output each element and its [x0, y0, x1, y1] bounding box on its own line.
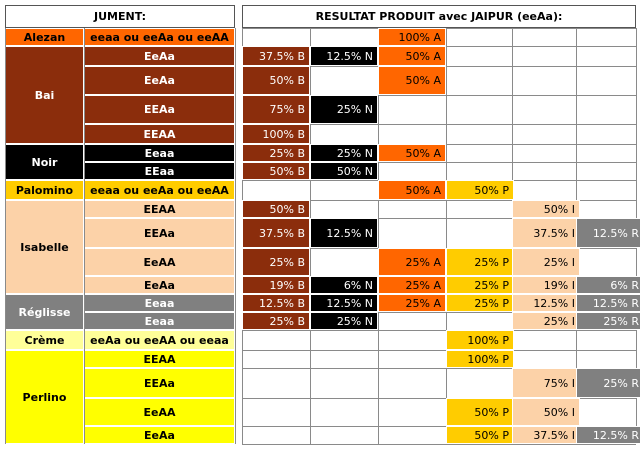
result-cell: 25% A [378, 294, 446, 312]
result-cell: 75% B [242, 95, 310, 124]
result-cell: 12.5% N [310, 294, 378, 312]
grid-line [242, 123, 636, 125]
genotype-cell: EeAa [84, 426, 235, 444]
result-cell: 6% N [310, 276, 378, 294]
result-cell: 50% P [446, 398, 514, 426]
result-cell: 12.5% R [576, 426, 640, 444]
result-cell: 25% I [512, 248, 580, 276]
result-cell: 25% P [446, 276, 514, 294]
grid-line [234, 28, 236, 444]
result-cell: 50% N [310, 162, 378, 180]
grid-line [242, 94, 636, 96]
result-cell: 100% P [446, 330, 514, 350]
result-cell: 37.5% B [242, 46, 310, 66]
grid-line [242, 367, 636, 369]
grid-line [242, 425, 636, 427]
result-cell: 50% A [378, 46, 446, 66]
result-cell: 25% N [310, 144, 378, 162]
result-cell: 100% B [242, 124, 310, 144]
result-cell: 50% I [512, 200, 580, 218]
result-cell: 25% B [242, 144, 310, 162]
grid-line [4, 28, 6, 444]
result-cell: 12.5% N [310, 218, 378, 248]
result-cell: 12.5% B [242, 294, 310, 312]
genotype-cell: EEaa [84, 162, 235, 180]
result-cell: 37.5% I [512, 426, 580, 444]
result-cell: 12.5% R [576, 294, 640, 312]
grid-line [242, 199, 636, 201]
grid-line [242, 397, 636, 399]
robe-name-cell: Bai [5, 46, 84, 144]
genotype-cell: eeaa ou eeAa ou eeAA [84, 28, 235, 46]
result-cell: 12.5% R [576, 218, 640, 248]
grid-line [242, 311, 636, 313]
robe-name-cell: Réglisse [5, 294, 84, 330]
result-cell: 50% P [446, 180, 514, 200]
robe-name-cell: Noir [5, 144, 84, 180]
result-cell: 50% I [512, 398, 580, 426]
result-cell: 25% R [576, 312, 640, 330]
grid-line [242, 217, 636, 219]
result-cell: 6% R [576, 276, 640, 294]
grid-line [83, 28, 85, 444]
genotype-cell: eeaa ou eeAa ou eeAA [84, 180, 235, 200]
genotype-cell: EEAA [84, 124, 235, 144]
header-resultat: RESULTAT PRODUIT avec JAIPUR (eeAa): [242, 5, 636, 28]
result-cell: 12.5% I [512, 294, 580, 312]
genotype-cell: Eeaa [84, 294, 235, 312]
result-cell: 50% B [242, 200, 310, 218]
genotype-cell: EeAA [84, 398, 235, 426]
robe-name-cell: Isabelle [5, 200, 84, 294]
result-cell: 25% N [310, 95, 378, 124]
grid-line [242, 329, 636, 331]
result-cell: 25% P [446, 294, 514, 312]
result-cell: 50% B [242, 66, 310, 95]
result-cell: 50% A [378, 180, 446, 200]
genotype-cell: Eeaa [84, 144, 235, 162]
genotype-cell: EEAA [84, 350, 235, 368]
genotype-cell: EeAa [84, 46, 235, 66]
robe-name-cell: Alezan [5, 28, 84, 46]
result-cell: 12.5% N [310, 46, 378, 66]
robe-name-cell: Perlino [5, 350, 84, 444]
robe-name-cell: Crème [5, 330, 84, 350]
header-jument: JUMENT: [5, 5, 235, 28]
grid-line [445, 28, 447, 444]
genotype-cell: Eeaa [84, 312, 235, 330]
result-cell: 37.5% I [512, 218, 580, 248]
result-cell: 25% B [242, 312, 310, 330]
result-cell: 100% P [446, 350, 514, 368]
genotype-cell: EeAa [84, 276, 235, 294]
result-cell: 19% I [512, 276, 580, 294]
result-cell: 50% B [242, 162, 310, 180]
result-cell: 25% P [446, 248, 514, 276]
result-cell: 19% B [242, 276, 310, 294]
genotype-cell: EEAa [84, 95, 235, 124]
genotype-cell: EeAA [84, 248, 235, 276]
result-cell: 25% A [378, 276, 446, 294]
genotype-cell: EEAa [84, 218, 235, 248]
result-cell: 37.5% B [242, 218, 310, 248]
robe-name-cell: Palomino [5, 180, 84, 200]
result-cell: 50% P [446, 426, 514, 444]
grid-line [242, 349, 636, 351]
result-cell: 25% A [378, 248, 446, 276]
grid-line [242, 161, 636, 163]
result-cell: 25% I [512, 312, 580, 330]
genotype-cell: eeAa ou eeAA ou eeaa [84, 330, 235, 350]
result-cell: 25% N [310, 312, 378, 330]
genotype-cell: EEAA [84, 200, 235, 218]
result-cell: 75% I [512, 368, 580, 398]
result-cell: 50% A [378, 144, 446, 162]
result-cell: 50% A [378, 66, 446, 95]
result-cell: 100% A [378, 28, 446, 46]
result-cell: 25% R [576, 368, 640, 398]
genotype-cell: EeAa [84, 66, 235, 95]
grid-line [377, 28, 379, 444]
grid-line [242, 443, 636, 445]
result-cell: 25% B [242, 248, 310, 276]
genotype-cell: EEAa [84, 368, 235, 398]
